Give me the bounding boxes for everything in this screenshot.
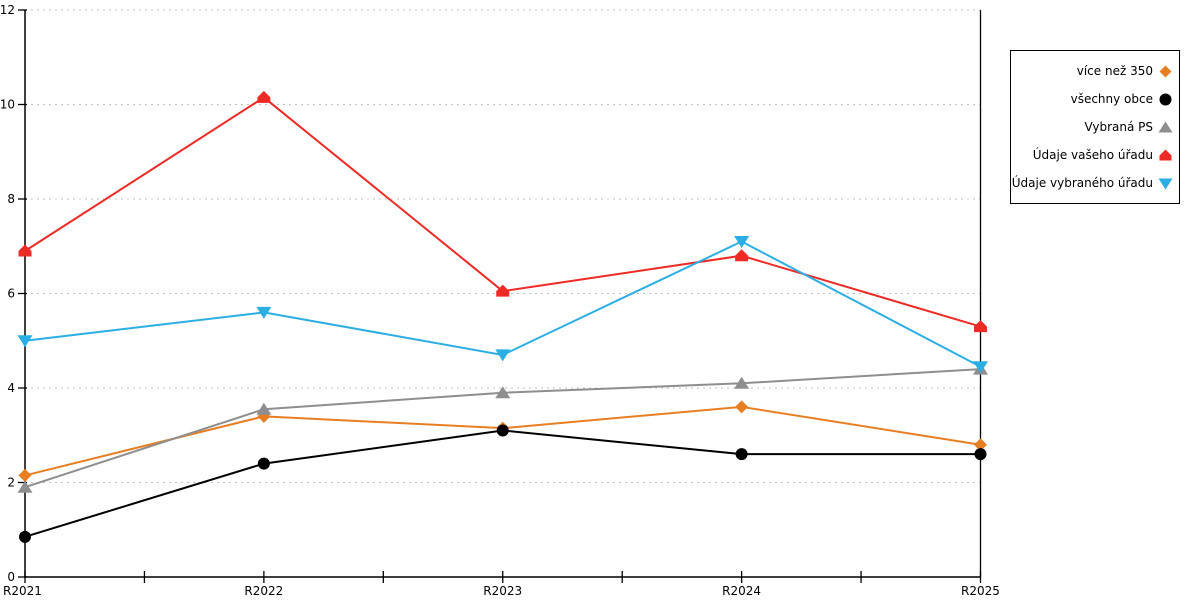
svg-text:0: 0 xyxy=(7,570,15,584)
pentagon-icon xyxy=(1159,149,1172,160)
svg-text:6: 6 xyxy=(7,287,15,301)
chart-legend: více než 350 všechny obce Vybraná PS Úda… xyxy=(1010,50,1180,204)
legend-item-udaje-vybraneho-uradu: Údaje vybraného úřadu xyxy=(1011,169,1173,197)
legend-label: všechny obce xyxy=(1070,92,1153,106)
svg-text:10: 10 xyxy=(0,98,15,112)
svg-text:R2025: R2025 xyxy=(961,584,1000,598)
legend-item-vybrana-ps: Vybraná PS xyxy=(1015,113,1173,141)
svg-text:2: 2 xyxy=(7,476,15,490)
svg-text:R2024: R2024 xyxy=(722,584,761,598)
legend-label: Údaje vybraného úřadu xyxy=(1011,176,1153,190)
svg-text:12: 12 xyxy=(0,3,15,17)
triangle-down-icon xyxy=(1158,178,1173,189)
legend-label: Vybraná PS xyxy=(1084,120,1153,134)
diamond-icon xyxy=(1159,65,1172,77)
svg-text:R2023: R2023 xyxy=(483,584,522,598)
legend-item-udaje-vaseho-uradu: Údaje vašeho úřadu xyxy=(1015,141,1173,169)
legend-label: více než 350 xyxy=(1076,64,1153,78)
svg-text:R2022: R2022 xyxy=(244,584,283,598)
circle-icon xyxy=(1159,93,1172,105)
legend-label: Údaje vašeho úřadu xyxy=(1032,148,1153,162)
triangle-up-icon xyxy=(1158,121,1173,132)
legend-item-vsechny-obce: všechny obce xyxy=(1015,85,1173,113)
svg-text:R2021: R2021 xyxy=(3,584,42,598)
svg-text:8: 8 xyxy=(7,192,15,206)
svg-text:4: 4 xyxy=(7,381,15,395)
legend-item-vice-nez-350: více než 350 xyxy=(1015,57,1173,85)
